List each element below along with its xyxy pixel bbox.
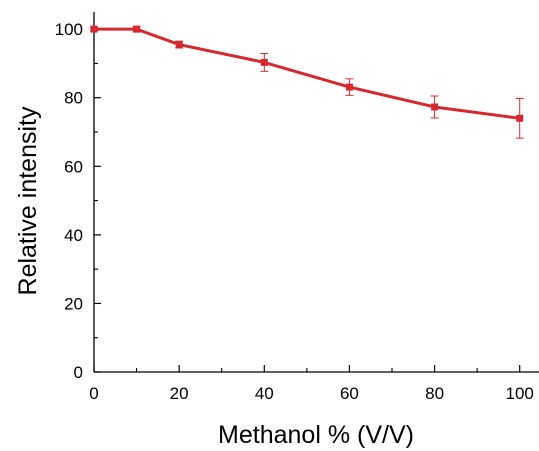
series-line [94, 27, 520, 120]
x-axis-label: Methanol % (V/V) [218, 421, 414, 449]
y-tick-label: 0 [74, 363, 83, 382]
error-bars [90, 25, 524, 139]
x-tick-label: 20 [170, 384, 189, 403]
y-tick-label: 80 [64, 89, 83, 108]
data-point [431, 103, 439, 111]
series-group [90, 25, 524, 122]
x-ticks: 0 20 40 60 80 100 [89, 365, 534, 403]
data-point [90, 25, 98, 33]
y-tick-label: 60 [64, 157, 83, 176]
data-point [133, 25, 141, 33]
y-axis-label: Relative intensity [14, 106, 42, 295]
y-tick-label: 40 [64, 226, 83, 245]
y-ticks: 0 20 40 60 80 100 [55, 20, 101, 382]
axes [93, 12, 539, 373]
data-point [260, 58, 268, 66]
data-point [345, 83, 353, 91]
y-tick-label: 100 [55, 20, 83, 39]
data-point [516, 114, 524, 122]
y-tick-label: 20 [64, 294, 83, 313]
data-point [175, 41, 183, 49]
x-tick-label: 80 [425, 384, 444, 403]
x-tick-label: 60 [340, 384, 359, 403]
x-tick-label: 100 [506, 384, 534, 403]
x-tick-label: 40 [255, 384, 274, 403]
x-tick-label: 0 [89, 384, 98, 403]
